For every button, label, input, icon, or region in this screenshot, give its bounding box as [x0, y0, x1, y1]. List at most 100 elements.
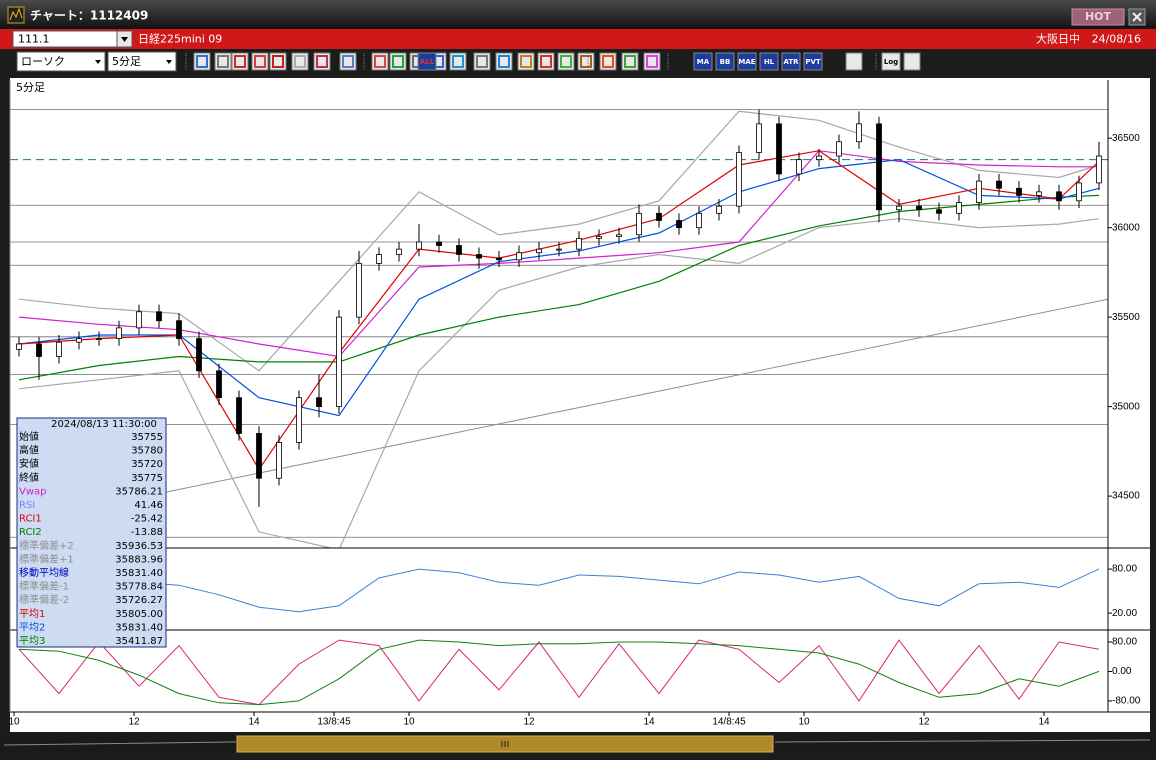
candle-body [216, 370, 222, 399]
x-tick-label: 10 [8, 717, 20, 728]
candle-body [596, 236, 602, 239]
tool-button[interactable] [737, 52, 757, 71]
tool-glyph [498, 55, 510, 68]
code-text[interactable]: 111.1 [18, 33, 50, 46]
tool-button-label[interactable]: BB [720, 58, 731, 66]
tool-button[interactable] [693, 52, 713, 71]
info-label: 安値 [19, 457, 39, 470]
info-label: 平均1 [19, 608, 45, 620]
tool-button[interactable] [715, 52, 735, 71]
x-tick-label: 12 [128, 717, 140, 728]
y-tick-label: 34500 [1112, 491, 1140, 502]
chart-type-text[interactable]: ローソク [21, 55, 65, 68]
hot-label[interactable]: HOT [1085, 10, 1112, 23]
indicator-line [18, 568, 1100, 613]
tool-glyph [580, 55, 592, 68]
app-icon-glyph [9, 7, 23, 21]
tool-button-label[interactable]: Log [884, 58, 898, 66]
dropdown-arrow [95, 60, 101, 64]
app-icon [7, 6, 25, 24]
candle-body [456, 245, 462, 255]
tool-glyph [294, 55, 306, 68]
info-label: 標準偏差-1 [19, 580, 69, 593]
candle-body [156, 311, 162, 322]
y-tick-label: 36500 [1112, 133, 1140, 144]
candle-body [756, 123, 762, 153]
candle-body [236, 397, 242, 434]
chart-type-select[interactable] [16, 51, 106, 72]
tool-glyph [602, 55, 614, 68]
tool-button[interactable] [781, 52, 801, 71]
candle-body [36, 343, 42, 357]
tool-glyph [520, 55, 532, 68]
info-value: -13.88 [131, 527, 163, 538]
candle-body [316, 397, 322, 408]
info-value: 35778.84 [115, 582, 163, 593]
x-tick-label: 14 [248, 717, 260, 728]
x-tick-label: 10 [798, 717, 810, 728]
interval-text[interactable]: 5分足 [112, 55, 141, 68]
candle-body [556, 248, 562, 251]
x-tick-label: 12 [523, 717, 535, 728]
x-tick-label: 14 [1038, 717, 1050, 728]
tool-glyph [540, 55, 552, 68]
panel-content [10, 109, 1108, 548]
tool-glyph [452, 55, 464, 68]
x-tick-label: 14/8:45 [712, 717, 746, 728]
candle-body [576, 237, 582, 250]
tool-button-label[interactable]: MAE [738, 58, 755, 66]
tool-button[interactable] [759, 52, 779, 71]
candle-body [736, 152, 742, 207]
info-label: 平均2 [19, 621, 45, 633]
candle-body [396, 248, 402, 255]
candle-body [536, 248, 542, 254]
indicator-line [18, 639, 1100, 706]
indicator-line [18, 639, 1100, 706]
tool-glyph [272, 55, 284, 68]
tool-icon[interactable] [903, 52, 921, 71]
info-box [16, 417, 167, 648]
tool-button[interactable] [803, 52, 823, 71]
y-tick-label: 80.00 [1112, 564, 1137, 575]
panel-content [18, 639, 1100, 706]
candle-body [1096, 155, 1102, 184]
scroll-overview [3, 741, 236, 746]
info-value: 35831.40 [115, 622, 163, 633]
candle-body [816, 155, 822, 161]
info-value: 35755 [131, 432, 163, 443]
tool-glyph [342, 55, 354, 68]
x-tick-label: 13/8:45 [317, 717, 351, 728]
tool-button-label[interactable]: MA [697, 58, 710, 66]
candle-body [136, 311, 142, 329]
y-tick-label: 36000 [1112, 222, 1140, 233]
x-tick-label: 14 [643, 717, 655, 728]
candle-body [696, 212, 702, 229]
hot-button[interactable] [1071, 8, 1125, 26]
tool-button-label[interactable]: ALL [420, 58, 435, 66]
tool-icon[interactable] [845, 52, 863, 71]
tool-button-label[interactable]: PVT [805, 58, 821, 66]
scroll-grip [501, 741, 509, 747]
tool-button-label[interactable]: ATR [783, 58, 799, 66]
info-label: 標準偏差+1 [19, 552, 74, 565]
title-bar [0, 0, 1156, 29]
tool-button-label[interactable]: HL [764, 58, 775, 66]
tool-button[interactable] [881, 52, 901, 71]
candle-body [256, 433, 262, 479]
candle-body [476, 254, 482, 259]
info-label: 終値 [19, 471, 39, 484]
info-value: 35775 [131, 473, 163, 484]
tool-button[interactable] [417, 52, 437, 71]
candle-body [936, 209, 942, 214]
indicator-line [18, 150, 1099, 358]
candle-body [636, 212, 642, 236]
candle-body [496, 257, 502, 261]
window-title: チャート：1112409 [30, 9, 148, 23]
info-label: 始値 [19, 430, 39, 443]
info-value: 35726.27 [115, 595, 163, 606]
candle-body [436, 241, 442, 246]
y-tick-label: 0.00 [1112, 666, 1132, 677]
dropdown-arrow [166, 60, 172, 64]
tool-glyph [624, 55, 636, 68]
interval-select[interactable] [107, 51, 177, 72]
